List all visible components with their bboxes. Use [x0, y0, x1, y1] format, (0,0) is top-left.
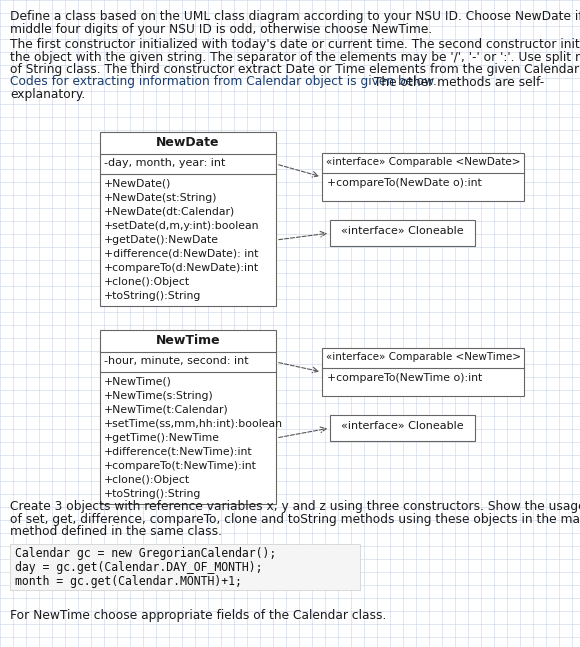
Bar — [100, 330, 276, 504]
Text: «interface» Comparable <NewDate>: «interface» Comparable <NewDate> — [326, 157, 520, 167]
Text: +compareTo(NewTime o):int: +compareTo(NewTime o):int — [327, 373, 482, 383]
Text: +toString():String: +toString():String — [104, 291, 201, 301]
Text: The first constructor initialized with today's date or current time. The second : The first constructor initialized with t… — [10, 38, 580, 51]
Bar — [322, 153, 524, 201]
Text: +clone():Object: +clone():Object — [104, 475, 190, 485]
Text: NewTime: NewTime — [155, 334, 220, 347]
Text: «interface» Cloneable: «interface» Cloneable — [341, 421, 464, 431]
Text: of set, get, difference, compareTo, clone and toString methods using these objec: of set, get, difference, compareTo, clon… — [10, 512, 580, 525]
Text: +setDate(d,m,y:int):boolean: +setDate(d,m,y:int):boolean — [104, 221, 259, 231]
Text: middle four digits of your NSU ID is odd, otherwise choose NewTime.: middle four digits of your NSU ID is odd… — [10, 23, 432, 36]
Bar — [330, 220, 475, 246]
Text: +NewDate(st:String): +NewDate(st:String) — [104, 193, 218, 203]
Bar — [322, 348, 524, 396]
Text: +NewDate(): +NewDate() — [104, 179, 171, 189]
Text: NewDate: NewDate — [156, 136, 220, 149]
Text: +NewDate(dt:Calendar): +NewDate(dt:Calendar) — [104, 207, 235, 217]
Text: +compareTo(t:NewTime):int: +compareTo(t:NewTime):int — [104, 461, 257, 471]
Text: -hour, minute, second: int: -hour, minute, second: int — [104, 356, 249, 366]
Bar — [10, 543, 360, 590]
Text: «interface» Cloneable: «interface» Cloneable — [341, 226, 464, 236]
Text: +difference(t:NewTime):int: +difference(t:NewTime):int — [104, 447, 253, 457]
Text: of String class. The third constructor extract Date or Time elements from the gi: of String class. The third constructor e… — [10, 63, 580, 76]
Text: +clone():Object: +clone():Object — [104, 277, 190, 287]
Text: -day, month, year: int: -day, month, year: int — [104, 158, 226, 168]
Text: +getDate():NewDate: +getDate():NewDate — [104, 235, 219, 245]
Text: +NewTime(t:Calendar): +NewTime(t:Calendar) — [104, 405, 229, 415]
Text: +NewTime(): +NewTime() — [104, 377, 172, 387]
Text: Create 3 objects with reference variables x, y and z using three constructors. S: Create 3 objects with reference variable… — [10, 500, 580, 513]
Text: Codes for extracting information from Calendar object is given below.: Codes for extracting information from Ca… — [10, 76, 437, 89]
Text: For NewTime choose appropriate fields of the Calendar class.: For NewTime choose appropriate fields of… — [10, 608, 386, 622]
Text: the object with the given string. The separator of the elements may be '/', '-' : the object with the given string. The se… — [10, 50, 580, 63]
Text: +compareTo(d:NewDate):int: +compareTo(d:NewDate):int — [104, 263, 259, 273]
Bar — [330, 415, 475, 441]
Text: +NewTime(s:String): +NewTime(s:String) — [104, 391, 214, 401]
Text: method defined in the same class.: method defined in the same class. — [10, 525, 222, 538]
Text: explanatory.: explanatory. — [10, 88, 85, 101]
Text: Define a class based on the UML class diagram according to your NSU ID. Choose N: Define a class based on the UML class di… — [10, 10, 580, 23]
Text: +setTime(ss,mm,hh:int):boolean: +setTime(ss,mm,hh:int):boolean — [104, 419, 283, 429]
Text: Calendar gc = new GregorianCalendar();: Calendar gc = new GregorianCalendar(); — [15, 547, 276, 560]
Text: The other methods are self-: The other methods are self- — [370, 76, 545, 89]
Text: +compareTo(NewDate o):int: +compareTo(NewDate o):int — [327, 178, 482, 188]
Text: month = gc.get(Calendar.MONTH)+1;: month = gc.get(Calendar.MONTH)+1; — [15, 575, 242, 587]
Text: +getTime():NewTime: +getTime():NewTime — [104, 433, 220, 443]
Text: +difference(d:NewDate): int: +difference(d:NewDate): int — [104, 249, 258, 259]
Bar — [100, 132, 276, 306]
Text: «interface» Comparable <NewTime>: «interface» Comparable <NewTime> — [325, 352, 520, 362]
Text: +toString():String: +toString():String — [104, 489, 201, 499]
Text: day = gc.get(Calendar.DAY_OF_MONTH);: day = gc.get(Calendar.DAY_OF_MONTH); — [15, 561, 263, 574]
